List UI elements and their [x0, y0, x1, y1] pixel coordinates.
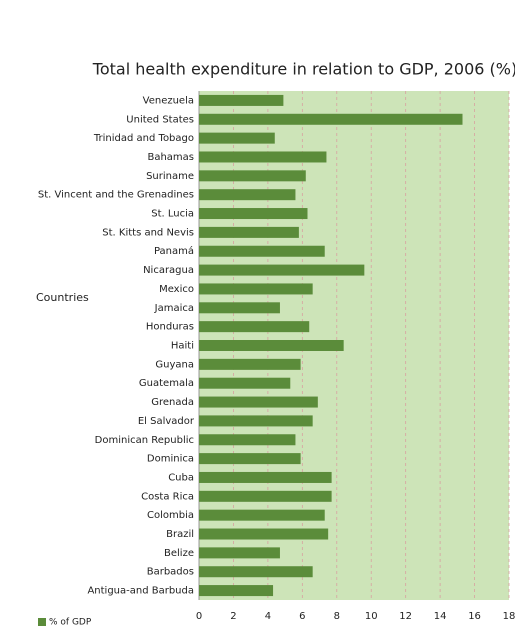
y-tick-label: Mexico: [159, 284, 194, 295]
x-tick-label: 16: [468, 611, 481, 622]
y-tick-label: Cuba: [168, 472, 194, 483]
y-tick-label: Colombia: [147, 510, 194, 521]
x-tick-label: 0: [196, 611, 202, 622]
y-tick-label: St. Kitts and Nevis: [102, 227, 194, 238]
y-tick-label: Belize: [164, 548, 194, 559]
x-tick-label: 2: [230, 611, 236, 622]
legend-swatch: [38, 618, 46, 626]
bar: [199, 377, 291, 389]
y-tick-label: Dominican Republic: [95, 435, 194, 446]
y-tick-label: Suriname: [146, 171, 194, 182]
y-tick-label: Guyana: [155, 359, 194, 370]
bar: [199, 170, 306, 182]
y-axis-label: Countries: [36, 291, 89, 304]
y-tick-label: Costa Rica: [141, 491, 194, 502]
y-tick-label: El Salvador: [138, 416, 195, 427]
y-tick-label: Dominica: [147, 454, 194, 465]
y-tick-label: Trinidad and Tobago: [93, 133, 194, 144]
y-tick-label: St. Vincent and the Grenadines: [38, 190, 194, 201]
chart-title: Total health expenditure in relation to …: [92, 60, 515, 79]
x-tick-label: 12: [399, 611, 412, 622]
bar: [199, 396, 318, 408]
bar: [199, 189, 296, 201]
bar: [199, 434, 296, 446]
bar: [199, 509, 325, 521]
y-tick-label: Jamaica: [154, 303, 194, 314]
y-tick-label: Brazil: [166, 529, 194, 540]
legend-label: % of GDP: [49, 618, 92, 628]
bar: [199, 547, 280, 559]
bar: [199, 528, 329, 540]
bar: [199, 283, 313, 295]
y-tick-label: Guatemala: [139, 378, 194, 389]
x-tick-label: 14: [434, 611, 447, 622]
bar: [199, 302, 280, 314]
y-tick-label: Nicaragua: [143, 265, 194, 276]
x-tick-label: 8: [334, 611, 340, 622]
bar: [199, 245, 325, 257]
bar: [199, 471, 332, 483]
x-tick-label: 6: [299, 611, 305, 622]
y-tick-label: Antigua-and Barbuda: [87, 586, 194, 597]
bar: [199, 453, 301, 465]
y-tick-label: Venezuela: [143, 95, 194, 106]
bar: [199, 321, 310, 333]
bar: [199, 94, 284, 106]
bar: [199, 132, 275, 144]
y-tick-label: Panamá: [154, 245, 194, 257]
bar: [199, 340, 344, 351]
y-tick-label: Bahamas: [147, 152, 194, 163]
bar: [199, 358, 301, 370]
bar: [199, 151, 327, 163]
y-tick-label: United States: [126, 114, 194, 125]
bar: [199, 585, 274, 597]
bar: [199, 415, 313, 427]
bar: [199, 264, 365, 276]
y-tick-label: Haiti: [171, 341, 194, 352]
y-tick-label: Grenada: [151, 397, 194, 408]
bar: [199, 208, 308, 220]
y-tick-label: Honduras: [146, 322, 194, 333]
bar: [199, 490, 332, 502]
x-tick-label: 18: [503, 611, 515, 622]
bar: [199, 226, 299, 238]
y-tick-label: Barbados: [147, 567, 194, 578]
x-tick-label: 10: [365, 611, 378, 622]
bar: [199, 113, 463, 125]
bar: [199, 566, 313, 578]
x-tick-label: 4: [265, 611, 271, 622]
y-tick-label: St. Lucia: [151, 209, 194, 220]
